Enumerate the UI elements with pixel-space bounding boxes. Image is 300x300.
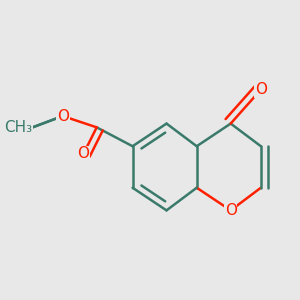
Text: O: O: [255, 82, 267, 97]
Text: O: O: [57, 109, 69, 124]
Text: O: O: [77, 146, 89, 161]
Text: CH₃: CH₃: [4, 120, 32, 135]
Text: O: O: [225, 203, 237, 218]
